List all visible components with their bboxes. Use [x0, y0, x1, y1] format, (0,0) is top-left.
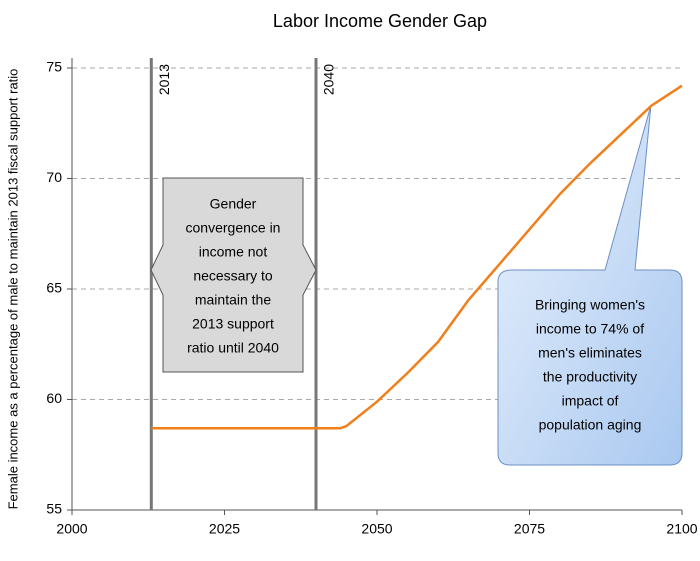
y-tick-label: 65 — [46, 280, 62, 296]
x-tick-label: 2050 — [361, 521, 392, 537]
x-tick-label: 2075 — [514, 521, 545, 537]
annotation-text: 2013 support — [192, 316, 274, 332]
y-tick-label: 75 — [46, 59, 62, 75]
y-tick-label: 70 — [46, 169, 62, 185]
annotation-text: necessary to — [193, 268, 273, 284]
x-tick-label: 2000 — [56, 521, 87, 537]
annotation-text: Gender — [210, 196, 257, 212]
annotation-text: ratio until 2040 — [187, 340, 279, 356]
annotation-text: impact of — [562, 393, 619, 409]
annotation-text: Bringing women's — [535, 297, 645, 313]
chart-title: Labor Income Gender Gap — [273, 11, 487, 31]
y-tick-label: 60 — [46, 390, 62, 406]
y-axis-label: Female income as a percentage of male to… — [5, 69, 20, 510]
x-tick-label: 2100 — [666, 521, 697, 537]
annotation-text: income not — [199, 244, 268, 260]
y-tick-label: 55 — [46, 501, 62, 517]
annotation-text: convergence in — [186, 220, 281, 236]
marker-label: 2040 — [321, 64, 337, 95]
x-tick-label: 2025 — [209, 521, 240, 537]
annotation-text: men's eliminates — [538, 345, 642, 361]
annotation-text: maintain the — [195, 292, 271, 308]
grey-callout — [150, 177, 317, 373]
line-series — [151, 84, 683, 430]
annotation-text: the productivity — [543, 369, 637, 385]
blue-callout — [497, 104, 683, 466]
annotation-text: population aging — [539, 417, 642, 433]
annotation-text: income to 74% of — [536, 321, 644, 337]
marker-label: 2013 — [156, 64, 172, 95]
